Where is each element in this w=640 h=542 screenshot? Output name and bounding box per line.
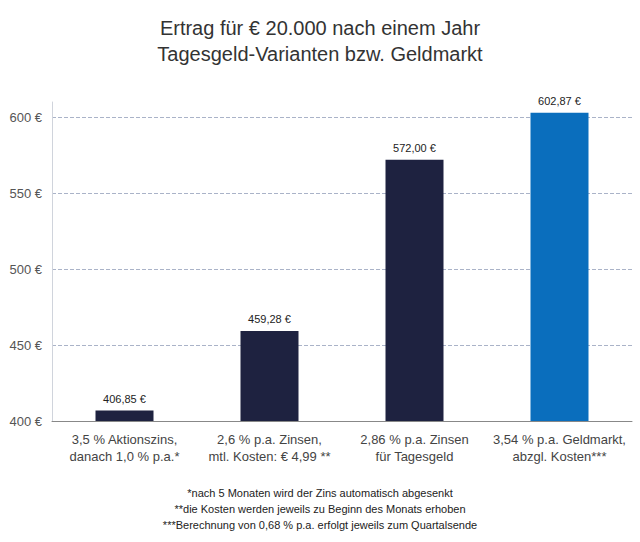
svg-text:*nach 5 Monaten wird der Zins: *nach 5 Monaten wird der Zins automatisc… [187,487,452,499]
svg-text:Tagesgeld-Varianten bzw. Geldm: Tagesgeld-Varianten bzw. Geldmarkt [157,43,483,65]
svg-text:***Berechnung von 0,68 % p.a.: ***Berechnung von 0,68 % p.a. erfolgt je… [163,519,477,531]
svg-text:500 €: 500 € [9,262,42,277]
svg-text:**die Kosten werden jeweils zu: **die Kosten werden jeweils zu Beginn de… [174,503,465,515]
svg-text:602,87 €: 602,87 € [538,95,581,107]
svg-text:400 €: 400 € [9,414,42,429]
svg-text:406,85 €: 406,85 € [103,393,146,405]
svg-text:2,6 % p.a. Zinsen,: 2,6 % p.a. Zinsen, [217,432,322,447]
svg-text:459,28 €: 459,28 € [248,313,291,325]
svg-text:572,00 €: 572,00 € [393,142,436,154]
svg-text:3,5 % Aktionszins,: 3,5 % Aktionszins, [72,432,178,447]
svg-text:mtl. Kosten: € 4,99 **: mtl. Kosten: € 4,99 ** [208,449,330,464]
svg-text:Ertrag für € 20.000 nach einem: Ertrag für € 20.000 nach einem Jahr [160,17,481,39]
svg-text:abzgl. Kosten***: abzgl. Kosten*** [513,449,607,464]
svg-text:450 €: 450 € [9,338,42,353]
svg-text:550 €: 550 € [9,186,42,201]
svg-text:3,54 % p.a. Geldmarkt,: 3,54 % p.a. Geldmarkt, [493,432,626,447]
svg-text:600 €: 600 € [9,110,42,125]
svg-text:für Tagesgeld: für Tagesgeld [376,449,454,464]
svg-text:2,86 % p.a. Zinsen: 2,86 % p.a. Zinsen [360,432,468,447]
svg-text:danach 1,0 % p.a.*: danach 1,0 % p.a.* [70,449,180,464]
